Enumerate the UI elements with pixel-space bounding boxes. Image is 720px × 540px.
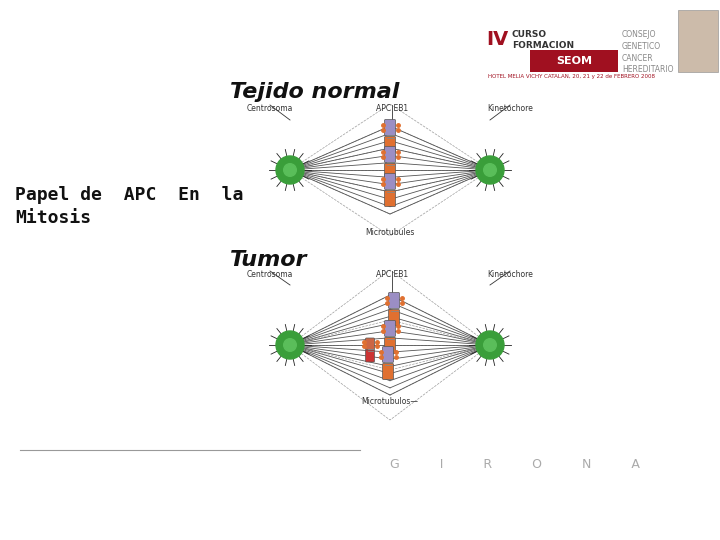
Text: SEOM: SEOM [556, 56, 592, 66]
Circle shape [484, 339, 496, 352]
FancyBboxPatch shape [389, 293, 400, 308]
FancyBboxPatch shape [384, 119, 395, 136]
FancyBboxPatch shape [382, 347, 394, 362]
Text: Tejido normal: Tejido normal [230, 82, 400, 102]
FancyBboxPatch shape [384, 164, 395, 179]
FancyBboxPatch shape [366, 338, 374, 350]
FancyBboxPatch shape [382, 363, 394, 380]
Text: Centrosoma: Centrosoma [247, 104, 293, 113]
FancyBboxPatch shape [384, 173, 395, 190]
FancyBboxPatch shape [384, 338, 395, 354]
Text: Microtubulos—: Microtubulos— [361, 397, 418, 406]
Text: Microtubules: Microtubules [365, 228, 415, 237]
Text: APC EB1: APC EB1 [376, 270, 408, 279]
Text: Kinetochore: Kinetochore [487, 104, 533, 113]
Text: CONSEJO
GENETICO
CANCER
HEREDITARIO: CONSEJO GENETICO CANCER HEREDITARIO [622, 30, 673, 75]
Text: G          I          R          O          N          A: G I R O N A [390, 457, 640, 470]
FancyBboxPatch shape [384, 191, 395, 206]
Text: Kinetochore: Kinetochore [487, 270, 533, 279]
Text: APC EB1: APC EB1 [376, 104, 408, 113]
FancyBboxPatch shape [384, 146, 395, 163]
Text: Tumor: Tumor [230, 250, 307, 270]
Bar [678, 10, 718, 72]
Text: Papel de  APC  En  la: Papel de APC En la [15, 186, 243, 204]
Circle shape [476, 156, 504, 184]
Circle shape [284, 164, 297, 176]
FancyBboxPatch shape [366, 350, 374, 362]
Text: IV: IV [486, 30, 508, 49]
Bar [530, 50, 618, 72]
Text: CURSO
FORMACION: CURSO FORMACION [512, 30, 574, 50]
Circle shape [484, 164, 496, 176]
FancyBboxPatch shape [389, 309, 400, 326]
FancyBboxPatch shape [384, 321, 395, 336]
Circle shape [276, 156, 304, 184]
FancyBboxPatch shape [384, 137, 395, 152]
Text: HOTEL MELIA VICHY CATALAN, 20, 21 y 22 de FEBRERO 2008: HOTEL MELIA VICHY CATALAN, 20, 21 y 22 d… [488, 74, 655, 79]
Circle shape [276, 331, 304, 359]
Circle shape [476, 331, 504, 359]
Text: Centrosoma: Centrosoma [247, 270, 293, 279]
Circle shape [284, 339, 297, 352]
Text: Mitosis: Mitosis [15, 209, 91, 227]
